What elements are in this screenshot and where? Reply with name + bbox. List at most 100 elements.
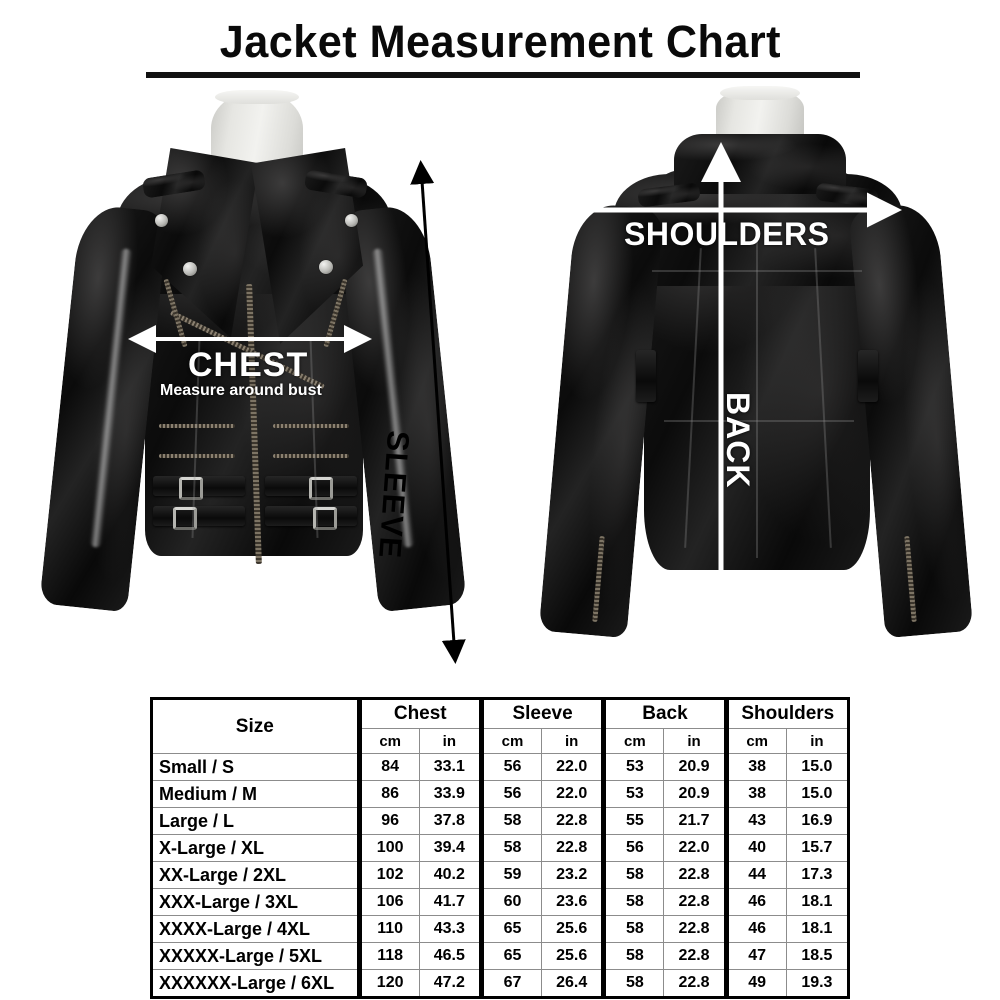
cell-sleeve_cm: 59	[478, 861, 543, 889]
cell-sleeve_cm: 65	[478, 942, 543, 970]
unit-header-sleeve-cm: cm	[478, 728, 543, 754]
cell-back_in: 22.8	[663, 861, 727, 889]
col-header-sleeve: Sleeve	[478, 698, 605, 729]
cell-sleeve_cm: 56	[478, 780, 543, 808]
jacket-front-photo	[39, 88, 467, 673]
chest-sublabel: Measure around bust	[160, 382, 322, 399]
cell-back_cm: 58	[601, 861, 665, 889]
table-row: XXXX-Large / 4XL 110 43.3 65 25.6 58 22.8 46 18.…	[151, 915, 850, 943]
chest-label: CHEST	[188, 346, 309, 384]
back-right-side-strap	[858, 350, 878, 402]
lapel-stud-right	[319, 260, 333, 274]
cell-back_cm: 58	[601, 888, 665, 916]
cell-chest_cm: 96	[356, 807, 420, 835]
back-label: BACK	[720, 392, 756, 489]
cell-shoulders_cm: 49	[723, 969, 787, 998]
cell-chest_in: 46.5	[418, 942, 482, 970]
cell-back_cm: 53	[601, 780, 665, 808]
size-chart-table-wrap: Size Chest Sleeve Back Shoulders cm in c…	[150, 697, 850, 999]
table-row: XXXXXX-Large / 6XL 120 47.2 67 26.4 58 22.8 49 1…	[151, 969, 850, 998]
waist-zipper-left-1	[159, 424, 235, 428]
col-header-shoulders: Shoulders	[723, 698, 850, 729]
cell-back_in: 22.8	[663, 915, 727, 943]
unit-header-chest-in: in	[418, 728, 482, 754]
back-waist-seam	[664, 420, 854, 422]
cell-size: XX-Large / 2XL	[151, 861, 360, 889]
cell-chest_cm: 100	[356, 834, 420, 862]
cell-shoulders_cm: 46	[723, 888, 787, 916]
cell-sleeve_in: 25.6	[541, 915, 605, 943]
cell-back_in: 20.9	[663, 753, 727, 781]
cell-size: XXXXXX-Large / 6XL	[151, 969, 360, 998]
cell-back_cm: 53	[601, 753, 665, 781]
cell-back_cm: 56	[601, 834, 665, 862]
cell-sleeve_cm: 58	[478, 834, 543, 862]
cell-chest_in: 39.4	[418, 834, 482, 862]
cell-size: XXX-Large / 3XL	[151, 888, 360, 916]
cell-sleeve_in: 26.4	[541, 969, 605, 998]
cell-size: X-Large / XL	[151, 834, 360, 862]
back-yoke-seam	[652, 270, 862, 272]
cell-chest_in: 43.3	[418, 915, 482, 943]
cell-size: Small / S	[151, 753, 360, 781]
cell-chest_cm: 86	[356, 780, 420, 808]
cell-sleeve_in: 25.6	[541, 942, 605, 970]
waist-zipper-right-2	[273, 454, 349, 458]
cell-shoulders_in: 18.1	[785, 888, 850, 916]
title-underline-rule	[146, 72, 860, 78]
size-chart-table: Size Chest Sleeve Back Shoulders cm in c…	[150, 697, 850, 999]
col-header-size: Size	[151, 698, 360, 754]
cell-size: Large / L	[151, 807, 360, 835]
unit-header-shoulders-cm: cm	[723, 728, 787, 754]
cell-shoulders_in: 15.0	[785, 780, 850, 808]
col-header-back: Back	[601, 698, 727, 729]
waist-zipper-right-1	[273, 424, 349, 428]
cell-chest_cm: 110	[356, 915, 420, 943]
illustration-area: CHEST Measure around bust SLEEVE	[0, 86, 1000, 688]
table-row: Large / L 96 37.8 58 22.8 55 21.7 43 16.9	[151, 807, 850, 835]
table-row: XXX-Large / 3XL 106 41.7 60 23.6 58 22.8 46 18.1	[151, 888, 850, 916]
cell-sleeve_in: 22.0	[541, 753, 605, 781]
table-head: Size Chest Sleeve Back Shoulders cm in c…	[151, 698, 850, 754]
cell-shoulders_in: 19.3	[785, 969, 850, 998]
cell-sleeve_cm: 56	[478, 753, 543, 781]
cell-back_in: 22.8	[663, 888, 727, 916]
cell-shoulders_cm: 38	[723, 753, 787, 781]
cell-sleeve_cm: 60	[478, 888, 543, 916]
cell-size: XXXX-Large / 4XL	[151, 915, 360, 943]
unit-header-back-in: in	[663, 728, 727, 754]
cell-back_in: 22.8	[663, 942, 727, 970]
cell-back_in: 21.7	[663, 807, 727, 835]
cell-chest_cm: 118	[356, 942, 420, 970]
cell-chest_cm: 102	[356, 861, 420, 889]
cell-back_cm: 58	[601, 915, 665, 943]
lapel-stud-left	[183, 262, 197, 276]
cell-shoulders_cm: 44	[723, 861, 787, 889]
table-body: Small / S 84 33.1 56 22.0 53 20.9 38 15.0 Medium …	[151, 753, 850, 998]
unit-header-sleeve-in: in	[541, 728, 605, 754]
table-group-header-row: Size Chest Sleeve Back Shoulders	[151, 698, 850, 754]
table-row: Medium / M 86 33.9 56 22.0 53 20.9 38 15.0	[151, 780, 850, 808]
cell-shoulders_in: 18.5	[785, 942, 850, 970]
chest-measure-arrow	[128, 325, 372, 353]
back-seam-center	[756, 228, 758, 558]
sleeve-measure-arrow	[410, 160, 466, 664]
collar-stud-right	[345, 214, 358, 227]
cell-chest_in: 47.2	[418, 969, 482, 998]
cell-shoulders_cm: 46	[723, 915, 787, 943]
unit-header-back-cm: cm	[601, 728, 665, 754]
cell-sleeve_in: 22.8	[541, 834, 605, 862]
buckle-left-upper	[179, 477, 203, 500]
col-header-chest: Chest	[356, 698, 482, 729]
cell-shoulders_in: 15.0	[785, 753, 850, 781]
waist-zipper-left-2	[159, 454, 235, 458]
buckle-right-upper	[309, 477, 333, 500]
back-left-side-strap	[636, 350, 656, 402]
table-unit-header-row: cm in cm in cm in cm in	[152, 728, 850, 754]
cell-size: XXXXX-Large / 5XL	[151, 942, 360, 970]
cell-back_cm: 58	[601, 942, 665, 970]
title-block: Jacket Measurement Chart	[0, 18, 1000, 66]
cell-shoulders_in: 16.9	[785, 807, 850, 835]
cell-shoulders_in: 18.1	[785, 915, 850, 943]
cell-chest_in: 37.8	[418, 807, 482, 835]
